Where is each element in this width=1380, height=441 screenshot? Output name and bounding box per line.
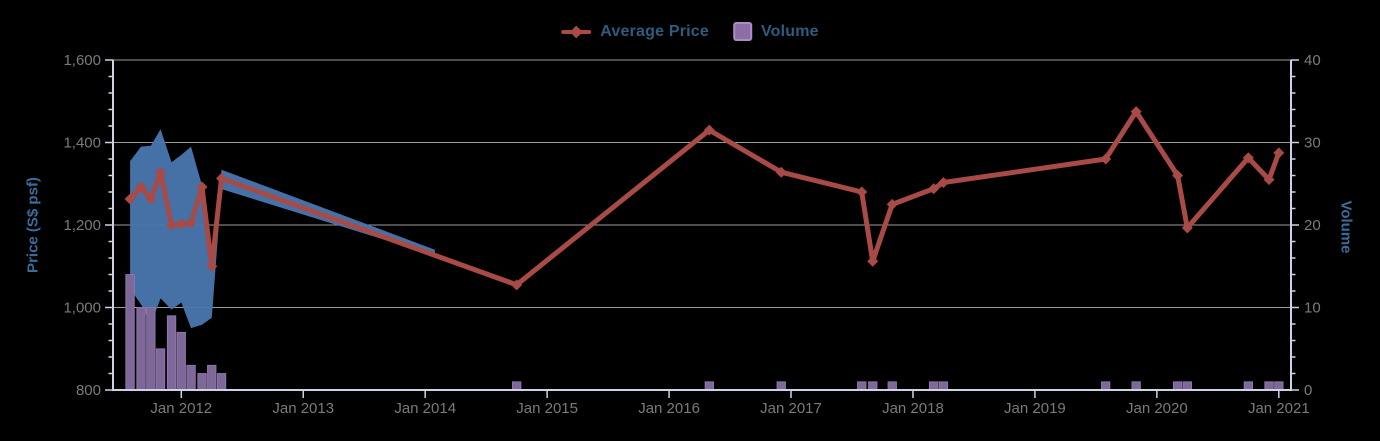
price-point-diamond bbox=[511, 279, 523, 291]
price-point-diamond bbox=[928, 183, 940, 195]
volume-axis-label: 40 bbox=[1304, 52, 1321, 69]
price-point-diamond bbox=[175, 218, 187, 230]
price-point-diamond bbox=[206, 260, 218, 272]
volume-bar bbox=[1182, 381, 1192, 391]
volume-axis-label: 20 bbox=[1304, 217, 1321, 234]
price-point-diamond bbox=[886, 198, 898, 210]
price-point-diamond bbox=[1242, 152, 1254, 164]
volume-swatch-icon bbox=[732, 22, 752, 41]
price-point-diamond bbox=[185, 217, 197, 229]
x-axis-label: Jan 2019 bbox=[1004, 400, 1066, 417]
price-point-diamond bbox=[196, 181, 208, 193]
price-point-diamond bbox=[703, 124, 715, 136]
price-point-diamond bbox=[937, 177, 949, 189]
price-range bbox=[130, 129, 435, 329]
price-point-diamond bbox=[216, 172, 228, 184]
x-axis-label: Jan 2014 bbox=[394, 400, 456, 417]
price-point-diamond bbox=[1130, 106, 1142, 118]
x-axis-label: Jan 2017 bbox=[760, 400, 822, 417]
volume-bar bbox=[776, 381, 786, 391]
volume-bar bbox=[125, 274, 135, 391]
volume-bar bbox=[136, 307, 146, 391]
price-point-diamond bbox=[1172, 170, 1184, 181]
legend-item-volume: Volume bbox=[732, 22, 819, 41]
volume-bar bbox=[857, 381, 867, 391]
volume-bar bbox=[938, 381, 949, 391]
volume-bar bbox=[207, 364, 217, 391]
price-point-diamond bbox=[1263, 174, 1275, 186]
volume-bar bbox=[176, 331, 186, 391]
volume-bar bbox=[216, 373, 227, 391]
average-price-line bbox=[127, 109, 1282, 288]
price-point-diamond bbox=[856, 186, 868, 198]
price-point-diamond bbox=[775, 166, 787, 178]
volume-bars bbox=[125, 274, 1284, 391]
x-axis-label: Jan 2021 bbox=[1248, 400, 1310, 417]
volume-axis-label: 30 bbox=[1304, 135, 1321, 152]
volume-bar bbox=[186, 364, 196, 391]
volume-bar bbox=[512, 381, 522, 391]
volume-bar bbox=[146, 307, 156, 391]
volume-bar bbox=[1274, 381, 1284, 391]
price-point-diamond bbox=[1181, 222, 1193, 234]
volume-bar bbox=[929, 381, 939, 391]
price-point-diamond bbox=[867, 255, 879, 267]
price-point-diamond bbox=[145, 193, 157, 205]
volume-bar bbox=[155, 348, 166, 391]
price-axis-label: 1,600 bbox=[63, 52, 101, 69]
x-axis-label: Jan 2018 bbox=[882, 400, 944, 417]
axis-labels: 800 1,000 1,200 1,400 1,600 0 10 20 30 40 Jan 2012… bbox=[63, 52, 1320, 417]
price-point-diamond bbox=[1273, 147, 1285, 159]
x-axis-label: Jan 2012 bbox=[150, 400, 212, 417]
legend-label-average-price: Average Price bbox=[600, 22, 709, 40]
price-point-markers bbox=[124, 106, 1285, 291]
price-point-diamond bbox=[155, 166, 167, 178]
legend-label-volume: Volume bbox=[760, 22, 819, 40]
price-point-diamond bbox=[166, 219, 178, 231]
price-axis-label: 1,200 bbox=[63, 217, 101, 234]
x-axis-label: Jan 2016 bbox=[638, 400, 700, 417]
x-axis-label: Jan 2013 bbox=[272, 400, 334, 417]
volume-axis-label: 0 bbox=[1304, 382, 1312, 399]
volume-bar bbox=[887, 381, 897, 391]
x-axis-label: Jan 2020 bbox=[1126, 400, 1188, 417]
volume-bar bbox=[166, 315, 177, 391]
legend-item-average-price: Average Price bbox=[561, 23, 709, 41]
volume-bar bbox=[1172, 381, 1183, 391]
price-point-diamond bbox=[135, 181, 147, 193]
volume-axis-label: 10 bbox=[1304, 300, 1321, 317]
price-point-diamond bbox=[124, 193, 136, 205]
volume-bar bbox=[1243, 381, 1253, 391]
volume-bar bbox=[1264, 381, 1274, 391]
average-price bbox=[127, 109, 1282, 288]
average-price-line-marker-icon bbox=[561, 29, 592, 34]
volume-bar bbox=[1131, 381, 1141, 391]
legend: Average Price Volume bbox=[561, 22, 819, 41]
price-axis-label: 800 bbox=[76, 382, 101, 399]
volume-bar bbox=[868, 381, 878, 391]
price-axis-label: 1,400 bbox=[63, 135, 101, 152]
price-range-band bbox=[130, 129, 435, 329]
x-axis-label: Jan 2015 bbox=[516, 400, 578, 417]
volume-bar bbox=[197, 373, 207, 391]
y-axis-title-volume: Volume bbox=[1337, 200, 1355, 254]
gridlines bbox=[113, 59, 1291, 308]
volume-bar bbox=[1101, 381, 1111, 391]
price-axis-label: 1,000 bbox=[63, 300, 101, 317]
price-point-diamond bbox=[1100, 153, 1112, 165]
axis-ticks bbox=[105, 59, 1299, 398]
y-axis-title-price: Price (S$ psf) bbox=[24, 177, 42, 273]
volume-bar bbox=[704, 381, 714, 391]
